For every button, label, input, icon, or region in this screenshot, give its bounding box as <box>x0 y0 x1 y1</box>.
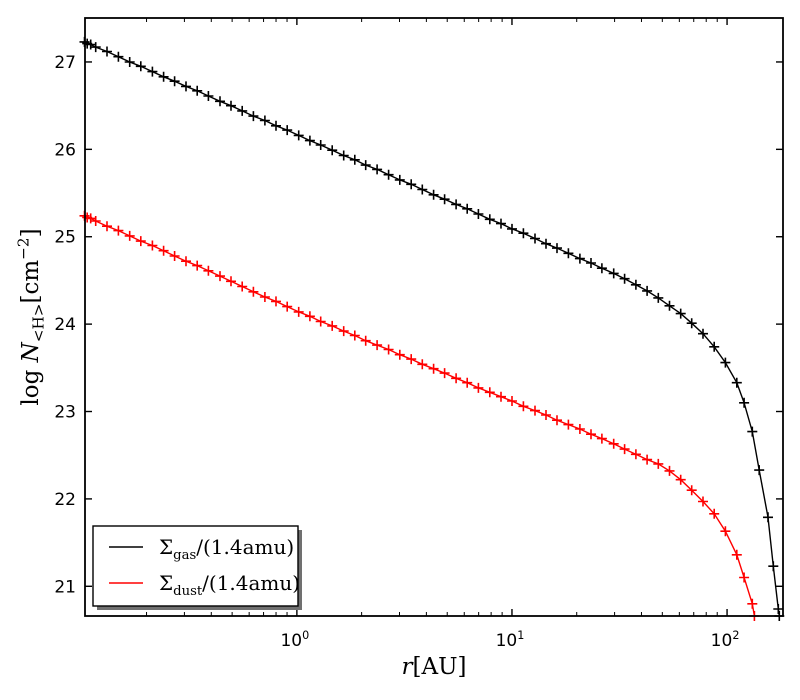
y-tick-label: 26 <box>54 140 76 160</box>
y-tick-label: 23 <box>54 403 76 423</box>
legend-label: Σgas/(1.4amu) <box>159 535 294 563</box>
y-tick-label: 24 <box>54 315 76 335</box>
x-tick-label: 102 <box>711 629 740 651</box>
legend-box <box>92 525 299 607</box>
x-tick-label: 100 <box>280 629 309 651</box>
series-line-dust-column-density <box>84 215 756 617</box>
y-tick-label: 25 <box>54 228 76 248</box>
axes-frame <box>84 17 784 617</box>
legend-label: Σdust/(1.4amu) <box>159 571 300 599</box>
y-tick-label: 22 <box>54 490 76 510</box>
y-tick-label: 27 <box>54 53 76 73</box>
y-tick-label: 21 <box>54 577 76 597</box>
x-axis-label: r[AU] <box>402 654 467 680</box>
x-tick-label: 101 <box>496 629 525 651</box>
y-axis-label: log N<H>[cm−2] <box>14 228 47 405</box>
